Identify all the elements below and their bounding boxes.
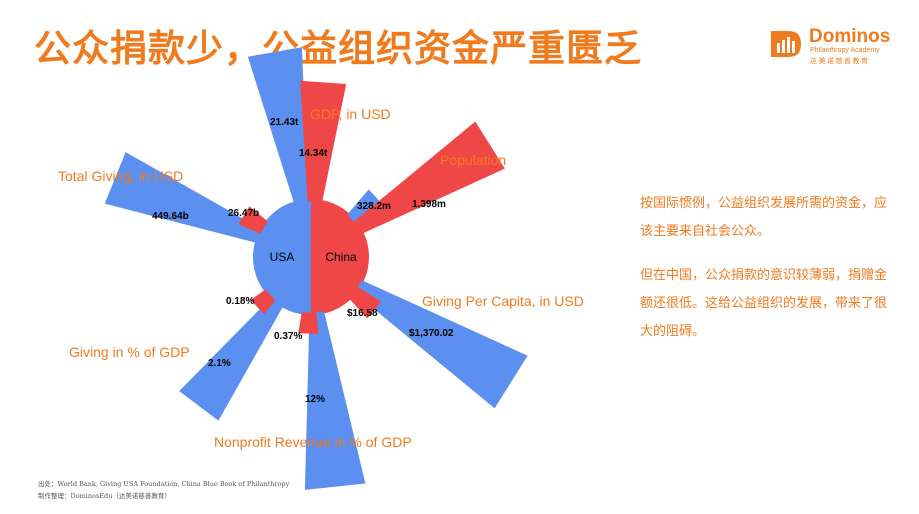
- center-label-usa: USA: [270, 250, 295, 264]
- side-commentary: 按国际惯例，公益组织发展所需的资金，应该主要来自社会公众。 但在中国，公众捐款的…: [640, 190, 890, 362]
- source-note: 出处：World Bank, Giving USA Foundation, Ch…: [38, 478, 289, 502]
- side-paragraph-1: 按国际惯例，公益组织发展所需的资金，应该主要来自社会公众。: [640, 196, 888, 239]
- bar-usa-2: [347, 189, 385, 226]
- value-label-china-1: 14.34t: [299, 148, 328, 159]
- value-label-usa-2: 328.2m: [357, 201, 391, 212]
- value-label-china-6: 26.47b: [228, 208, 259, 219]
- bar-china-1: [300, 80, 347, 203]
- bar-china-4: [298, 312, 319, 334]
- bar-usa-4: [304, 311, 366, 490]
- bar-china-5: [250, 289, 276, 315]
- category-label-2: Population: [440, 152, 506, 168]
- value-label-usa-5: 2.1%: [208, 358, 231, 369]
- bar-china-6: [238, 206, 268, 234]
- bar-china-3: [348, 287, 382, 319]
- dominos-logo-icon: [771, 31, 801, 57]
- center-usa-half: [253, 199, 311, 315]
- source-line-2: 制作整理：DominosEdu（达美诺慈善教育）: [38, 492, 171, 500]
- logo-chinese: 达美诺慈善教育: [810, 57, 870, 65]
- page-title: 公众捐款少，公益组织资金严重匮乏: [34, 27, 642, 70]
- value-label-usa-3: $1,370.02: [409, 328, 454, 339]
- logo-name: Dominos: [809, 26, 891, 47]
- category-label-5: Giving in % of GDP: [69, 344, 190, 360]
- logo-subtitle: Philanthropy Academy: [810, 47, 880, 54]
- category-label-1: GDP, in USD: [310, 106, 391, 122]
- value-label-usa-1: 21.43t: [270, 117, 299, 128]
- value-label-china-5: 0.18%: [226, 296, 254, 307]
- side-paragraph-2: 但在中国，公众捐款的意识较薄弱，捐赠金额还很低。这给公益组织的发展，带来了很大的…: [640, 268, 888, 339]
- category-label-4: Nonprofit Revenue in % of GDP: [214, 434, 412, 450]
- source-line-1: 出处：World Bank, Giving USA Foundation, Ch…: [38, 480, 290, 488]
- value-label-china-3: $16.58: [347, 308, 378, 319]
- value-label-usa-6: 449.64b: [152, 211, 189, 222]
- value-label-china-4: 0.37%: [274, 331, 302, 342]
- center-label-china: China: [325, 250, 357, 264]
- category-label-3: Giving Per Capita, in USD: [422, 293, 584, 309]
- bar-china-2: [354, 121, 505, 234]
- bar-usa-6: [104, 152, 263, 243]
- bar-usa-1: [247, 47, 309, 204]
- value-label-china-2: 1,398m: [412, 199, 446, 210]
- category-label-6: Total Giving, in USD: [58, 168, 183, 184]
- bar-usa-3: [354, 280, 528, 409]
- value-label-usa-4: 12%: [305, 394, 325, 405]
- bar-usa-5: [179, 296, 284, 421]
- dominos-logo: Dominos Philanthropy Academy 达美诺慈善教育: [769, 26, 901, 70]
- center-china-half: [311, 199, 369, 315]
